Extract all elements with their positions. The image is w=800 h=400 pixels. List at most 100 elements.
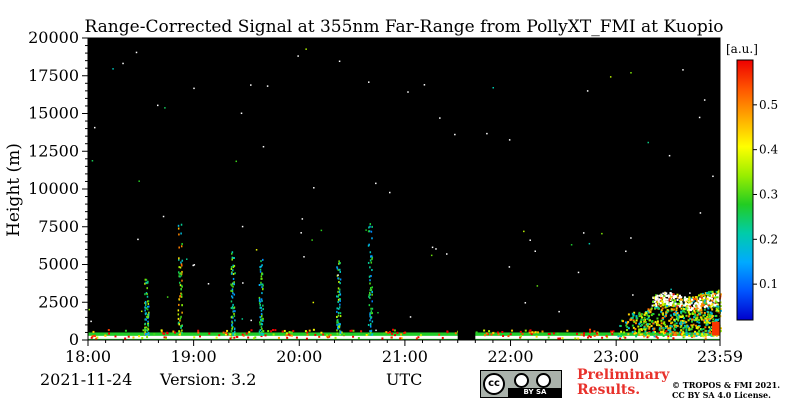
virga-pixel <box>338 322 340 325</box>
noise-pixel <box>586 90 589 92</box>
boundary-layer-pixel <box>658 331 661 334</box>
aerosol-pixel <box>673 311 676 314</box>
cloud-pixel <box>679 297 682 300</box>
virga-pixel <box>338 294 340 297</box>
virga-pixel <box>336 310 338 313</box>
noise-pixel <box>698 116 701 119</box>
aerosol-pixel <box>681 332 684 335</box>
aerosol-pixel <box>716 318 719 321</box>
virga-pixel <box>371 290 373 293</box>
boundary-layer-pixel <box>360 330 363 333</box>
boundary-layer-pixel <box>441 336 444 339</box>
boundary-layer-pixel <box>415 337 418 340</box>
copyright-line-1: © TROPOS & FMI 2021. <box>672 380 781 390</box>
aerosol-pixel <box>631 316 634 319</box>
aerosol-pixel <box>671 316 674 319</box>
boundary-layer-pixel <box>224 333 227 336</box>
aerosol-pixel <box>690 334 693 337</box>
aerosol-pixel <box>660 322 663 325</box>
boundary-layer-pixel <box>166 331 169 334</box>
aerosol-pixel <box>666 310 669 313</box>
y-tick-label: 7500 <box>38 217 79 236</box>
aerosol-pixel <box>691 318 694 321</box>
virga-pixel <box>145 326 147 329</box>
boundary-layer-pixel <box>350 329 353 332</box>
aerosol-pixel <box>637 325 640 328</box>
boundary-layer-pixel <box>390 332 393 335</box>
boundary-layer-pixel <box>132 336 135 339</box>
aerosol-pixel <box>701 292 704 295</box>
boundary-layer-pixel <box>404 331 407 334</box>
aerosol-pixel <box>714 297 717 300</box>
y-tick-label: 15000 <box>28 104 79 123</box>
boundary-layer-pixel <box>198 335 201 338</box>
cloud-pixel <box>661 294 664 297</box>
cloud-pixel <box>655 294 658 297</box>
cloud-pixel <box>693 305 696 308</box>
virga-pixel <box>337 277 339 280</box>
virga-pixel <box>336 319 338 322</box>
aerosol-pixel <box>685 307 688 310</box>
virga-pixel <box>339 270 342 273</box>
cloud-pixel <box>676 296 679 299</box>
aerosol-pixel <box>703 311 706 314</box>
virga-pixel <box>259 316 261 319</box>
cloud-pixel <box>697 307 700 310</box>
boundary-layer-pixel <box>533 331 536 334</box>
virga-pixel <box>339 312 342 315</box>
aerosol-pixel <box>700 311 703 314</box>
virga-pixel <box>261 288 264 291</box>
cloud-pixel <box>653 296 656 299</box>
virga-pixel <box>144 300 147 303</box>
aerosol-pixel <box>685 328 688 331</box>
virga-pixel <box>181 329 183 332</box>
aerosol-pixel <box>654 320 657 323</box>
cloud-pixel <box>658 303 661 306</box>
x-axis: 18:00 19:00 20:00 21:00 22:00 23:00 23:59 <box>65 340 743 366</box>
virga-pixel <box>368 226 370 229</box>
virga-pixel <box>232 310 235 313</box>
virga-pixel <box>261 332 263 335</box>
boundary-layer-pixel <box>264 334 267 337</box>
virga-pixel <box>179 317 182 320</box>
virga-pixel <box>145 281 147 284</box>
virga-pixel <box>262 258 264 261</box>
boundary-layer-pixel <box>528 331 531 334</box>
boundary-layer-pixel <box>233 336 236 339</box>
noise-pixel <box>137 238 139 241</box>
aerosol-pixel <box>717 303 720 306</box>
aerosol-pixel <box>632 319 635 322</box>
aerosol-pixel <box>656 306 659 309</box>
virga-pixel <box>234 319 236 322</box>
boundary-layer-pixel <box>288 331 291 334</box>
aerosol-pixel <box>705 333 708 336</box>
cloud-pixel <box>715 303 718 306</box>
virga-pixel <box>180 272 182 275</box>
virga-pixel <box>367 332 370 335</box>
aerosol-pixel <box>639 313 642 316</box>
cloud-pixel <box>655 304 658 307</box>
aerosol-pixel <box>650 314 653 317</box>
cloud-pixel <box>666 303 669 306</box>
cloud-pixel <box>662 292 665 295</box>
aerosol-pixel <box>673 320 676 323</box>
cloud-pixel <box>702 297 705 300</box>
boundary-layer-pixel <box>660 332 663 335</box>
aerosol-pixel <box>650 308 653 311</box>
cloud-pixel <box>660 298 663 301</box>
aerosol-pixel <box>651 320 654 323</box>
aerosol-pixel <box>645 327 648 330</box>
aerosol-pixel <box>656 321 659 324</box>
virga-pixel <box>234 330 236 333</box>
aerosol-pixel <box>696 313 699 316</box>
noise-pixel <box>435 248 437 250</box>
colorbar: 0.1 0.2 0.3 0.4 0.5 <box>736 59 778 321</box>
boundary-layer-pixel <box>114 335 117 338</box>
boundary-layer-pixel <box>352 335 355 338</box>
virga-pixel <box>261 323 264 326</box>
noise-pixel <box>486 132 488 135</box>
aerosol-pixel <box>669 326 672 329</box>
aerosol-pixel <box>705 321 708 324</box>
boundary-layer-pixel <box>704 337 707 340</box>
boundary-layer-pixel <box>318 335 321 338</box>
